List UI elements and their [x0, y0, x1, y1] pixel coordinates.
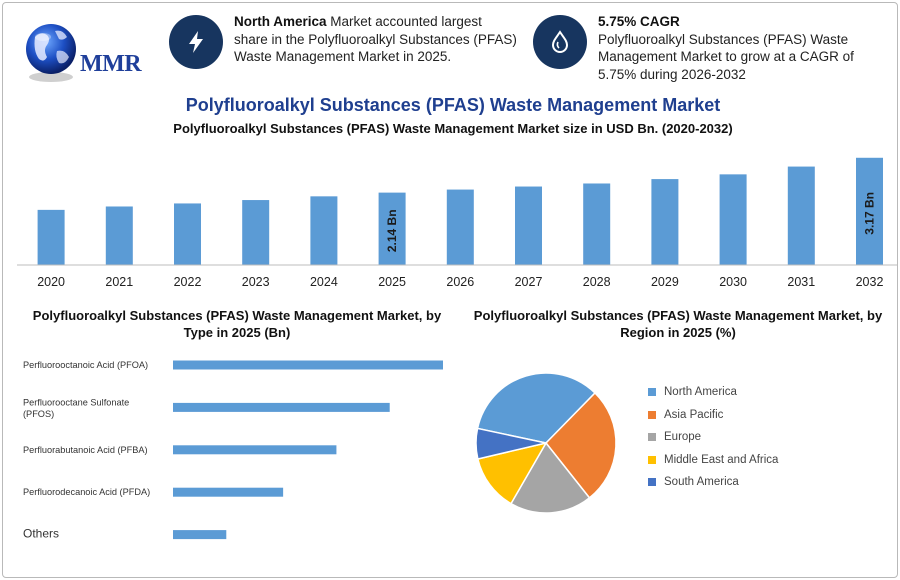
legend-swatch: [648, 433, 656, 442]
x-tick-label: 2024: [310, 275, 338, 289]
y-tick-label: Perfluorooctanoic Acid (PFOA): [23, 360, 148, 370]
legend-item: South America: [648, 471, 778, 494]
type-chart-title: Polyfluoroalkyl Substances (PFAS) Waste …: [32, 308, 442, 340]
info-card-body: Polyfluoroalkyl Substances (PFAS) Waste …: [598, 31, 854, 82]
pie-slice-4: [475, 427, 547, 460]
x-tick-label: 2032: [856, 275, 884, 289]
globe-icon: [26, 24, 76, 82]
legend-label: North America: [664, 386, 737, 399]
legend-item: Europe: [648, 426, 778, 449]
x-tick-label: 2029: [651, 275, 679, 289]
bar-2027: [515, 186, 542, 265]
x-tick-label: 2025: [378, 275, 406, 289]
legend-label: Europe: [664, 431, 702, 444]
pie-slice-1: [545, 391, 617, 499]
info-card-highlight: 5.75% CAGR: [598, 14, 680, 29]
bar-2024: [310, 196, 338, 265]
legend-swatch: [648, 410, 656, 419]
bar-2031: [787, 166, 815, 265]
bar-2029: [651, 179, 679, 265]
bar-2023: [242, 200, 270, 265]
hbar-1: [173, 402, 390, 412]
bar-2028: [583, 183, 611, 265]
hbar-4: [173, 530, 227, 540]
bar-chart-title: Polyfluoroalkyl Substances (PFAS) Waste …: [173, 121, 733, 136]
legend-swatch: [648, 388, 656, 397]
drop-icon: [533, 15, 587, 69]
legend-label: South America: [664, 476, 739, 489]
y-tick-label: Perfluorooctane Sulfonate (PFOS): [23, 397, 129, 419]
bar-2020: [37, 209, 65, 265]
legend-label: Asia Pacific: [664, 408, 724, 421]
type-horizontal-bar-chart: Perfluorooctanoic Acid (PFOA) Perfluorooc…: [23, 360, 443, 541]
market-size-bar-chart: 2020 2021 2022 2023 2024 2025 2.14 Bn 2026 2027 2…: [17, 157, 897, 289]
x-tick-label: 2022: [174, 275, 202, 289]
y-tick-label: Perfluorodecanoic Acid (PFDA): [23, 487, 150, 497]
legend-item: Middle East and Africa: [648, 449, 778, 472]
legend-swatch: [648, 455, 656, 464]
info-card-highlight: North America: [234, 14, 327, 29]
mmr-logo: MMR: [17, 17, 142, 87]
legend-item: North America: [648, 381, 778, 404]
pie-legend: North America Asia Pacific Europe Middle Ea…: [648, 381, 778, 494]
region-chart-title: Polyfluoroalkyl Substances (PFAS) Waste …: [473, 308, 883, 340]
pie-slice-2: [509, 441, 591, 514]
region-pie-chart: [475, 372, 617, 514]
x-tick-label: 2020: [37, 275, 65, 289]
y-tick-label: Perfluorabutanoic Acid (PFBA): [23, 445, 148, 455]
bar-2032: [856, 157, 883, 265]
data-label: 2.14 Bn: [385, 209, 399, 252]
x-tick-label: 2021: [105, 275, 133, 289]
bar-2030: [719, 174, 747, 265]
pie-slice-3: [476, 441, 548, 505]
x-tick-label: 2026: [446, 275, 474, 289]
info-card-body: Market accounted largest share in the Po…: [234, 14, 517, 64]
info-card-text: 5.75% CAGR Polyfluoroalkyl Substances (P…: [598, 13, 873, 83]
bar-2022: [174, 203, 201, 265]
data-label: 3.17 Bn: [863, 192, 877, 235]
bar-2021: [105, 206, 133, 265]
legend-item: Asia Pacific: [648, 404, 778, 427]
info-card-north-america: North America Market accounted largest s…: [169, 13, 519, 69]
y-tick-label: Others: [23, 527, 59, 541]
hbar-0: [173, 360, 443, 370]
x-tick-label: 2023: [242, 275, 270, 289]
logo-text: MMR: [80, 51, 142, 77]
bolt-icon: [169, 15, 223, 69]
hbar-3: [173, 487, 284, 497]
legend-label: Middle East and Africa: [664, 453, 779, 466]
x-tick-label: 2027: [515, 275, 543, 289]
info-card-cagr: 5.75% CAGR Polyfluoroalkyl Substances (P…: [533, 13, 873, 83]
x-tick-label: 2030: [719, 275, 747, 289]
bar-2025: [378, 192, 406, 265]
bar-2026: [446, 189, 474, 265]
hbar-2: [173, 445, 337, 455]
legend-swatch: [648, 478, 656, 487]
pie-slice-0: [476, 372, 597, 444]
x-tick-label: 2031: [787, 275, 815, 289]
x-tick-label: 2028: [583, 275, 611, 289]
info-card-text: North America Market accounted largest s…: [234, 13, 519, 66]
page-title: Polyfluoroalkyl Substances (PFAS) Waste …: [185, 95, 721, 115]
